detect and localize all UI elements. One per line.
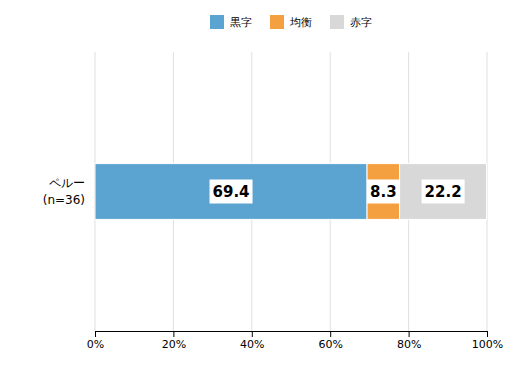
series-bars [400, 164, 487, 220]
category-label-line: ペルー [49, 176, 85, 190]
grid [95, 52, 487, 331]
bars [95, 164, 487, 220]
series-bars [367, 164, 400, 220]
data-label-bg [210, 180, 253, 204]
x-tick-label: 60% [318, 338, 342, 351]
data-labels: 69.4 8.3 22.2 [210, 180, 465, 204]
bar [367, 164, 400, 220]
data-label: 22.2 [425, 183, 462, 201]
bar [400, 164, 487, 220]
data-label-group: 8.3 [367, 180, 400, 204]
x-tick-mark [95, 331, 96, 337]
x-tick-mark [487, 331, 488, 337]
series-bars [95, 164, 367, 220]
legend-item: 均衡 [270, 15, 312, 29]
data-label-bg [367, 180, 400, 204]
x-tick-label: 20% [162, 338, 186, 351]
data-label-bg [422, 180, 465, 204]
x-axis: 0% 20% 40% 60% 80% 100% [87, 331, 503, 351]
data-label-group: 69.4 [210, 180, 253, 204]
legend-swatch [330, 15, 344, 29]
x-tick-label: 80% [397, 338, 421, 351]
legend: 黒字 均衡 赤字 [210, 15, 372, 29]
x-tick: 60% [318, 331, 342, 351]
x-tick-mark [330, 331, 331, 337]
x-tick: 0% [87, 331, 104, 351]
legend-label: 赤字 [350, 16, 372, 29]
chart-container: 69.4 8.3 22.2 ペルー (n=36) 0% 20% 40% 60% 80% 100% 黒字… [0, 0, 511, 367]
chart-svg: 69.4 8.3 22.2 ペルー (n=36) 0% 20% 40% 60% 80% 100% 黒字… [0, 0, 511, 367]
x-tick-mark [252, 331, 253, 337]
x-tick-mark [409, 331, 410, 337]
data-label: 69.4 [213, 183, 250, 201]
legend-item: 赤字 [330, 15, 372, 29]
x-tick-mark [173, 331, 174, 337]
category-labels: ペルー (n=36) [43, 176, 85, 207]
data-label-group: 22.2 [422, 180, 465, 204]
legend-swatch [270, 15, 284, 29]
legend-label: 黒字 [230, 16, 252, 29]
legend-label: 均衡 [289, 16, 312, 29]
x-axis-line [96, 332, 488, 338]
x-tick: 20% [162, 331, 186, 351]
legend-swatch [210, 15, 224, 29]
category-label: ペルー (n=36) [43, 176, 85, 207]
legend-item: 黒字 [210, 15, 252, 29]
x-tick-label: 40% [240, 338, 264, 351]
x-tick: 80% [397, 331, 421, 351]
plot-area: 69.4 8.3 22.2 ペルー (n=36) 0% 20% 40% 60% 80% 100% [43, 52, 504, 351]
bar [95, 164, 367, 220]
data-label: 8.3 [370, 183, 397, 201]
x-tick: 100% [472, 331, 503, 351]
x-tick-label: 100% [472, 338, 503, 351]
x-tick: 40% [240, 331, 264, 351]
x-tick-label: 0% [87, 338, 104, 351]
category-label-line: (n=36) [43, 193, 85, 207]
